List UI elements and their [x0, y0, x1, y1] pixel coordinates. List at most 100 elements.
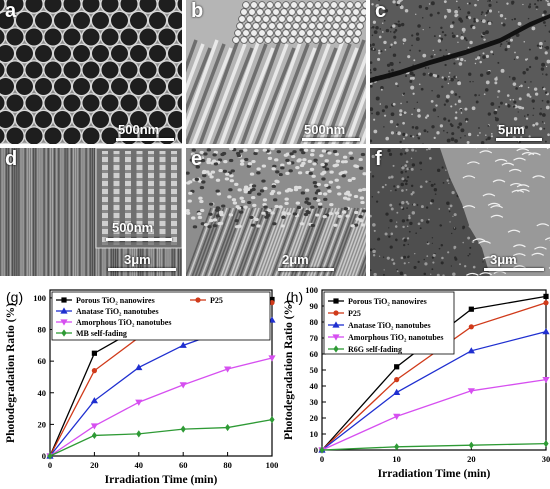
sem-image-f: f 3μm	[370, 148, 550, 276]
series-line-2	[321, 330, 547, 451]
legend-box	[323, 291, 455, 355]
data-point	[394, 443, 400, 451]
scalebar-a	[116, 138, 174, 141]
legend-entry: P25	[348, 309, 361, 318]
series-line-4	[49, 418, 273, 457]
x-axis-label: Irradiation Time (min)	[378, 468, 491, 480]
x-tick-label: 0	[320, 454, 324, 464]
chart-g-svg: (g) 0 20 40 60 80 100 0 20 40 60 80 100 Irradiation T…	[5, 289, 279, 486]
y-tick-label: 90	[310, 301, 319, 311]
data-point	[467, 347, 475, 354]
data-point	[91, 431, 97, 440]
chart-panel-label: (h)	[286, 289, 303, 305]
chart-h-svg: (h) 0 10 20 30 0 10 20 30 40 50 60 70 80 90 100 Irradiat…	[283, 285, 550, 480]
y-tick-label: 60	[310, 349, 319, 359]
scalebar-text-a: 500nm	[118, 122, 160, 137]
panel-label-a: a	[5, 0, 17, 22]
chart-panel-label: (g)	[6, 289, 23, 305]
x-tick-label: 40	[135, 460, 144, 470]
x-tick-label: 100	[266, 460, 279, 470]
scalebar-text-f: 3μm	[490, 252, 517, 267]
chart-h: (h) 0 10 20 30 0 10 20 30 40 50 60 70 80 90 100 Irradiat…	[280, 280, 550, 489]
data-point	[135, 363, 143, 371]
y-tick-label: 30	[310, 397, 319, 407]
sem-texture-e	[186, 148, 366, 276]
data-point	[393, 388, 401, 395]
data-point	[467, 388, 475, 395]
y-tick-label: 0	[42, 451, 46, 461]
y-tick-label: 80	[38, 325, 47, 335]
scalebar-f	[484, 268, 544, 271]
legend-entry: Anatase TiO₂ nanotubes	[76, 307, 159, 316]
y-tick-label: 100	[33, 293, 46, 303]
panel-label-b: b	[191, 0, 204, 22]
legend-marker	[60, 307, 68, 314]
sem-image-a: a 500nm	[0, 0, 182, 144]
scalebar-text-e: 2μm	[282, 252, 309, 267]
y-tick-label: 80	[310, 317, 319, 327]
y-tick-label: 40	[38, 388, 47, 398]
data-point	[91, 368, 97, 374]
data-point	[180, 425, 186, 433]
panel-label-c: c	[375, 0, 387, 22]
series-line-3	[49, 357, 273, 457]
data-point	[136, 430, 142, 438]
scalebar-text-c: 5μm	[498, 122, 525, 137]
data-point	[543, 293, 549, 299]
chart-g: (g) 0 20 40 60 80 100 0 20 40 60 80 100 Irradiation T…	[0, 280, 278, 489]
data-point	[90, 423, 98, 430]
scalebar-d	[108, 268, 176, 271]
x-tick-label: 0	[48, 460, 52, 470]
legend-entry: MB self-fading	[76, 329, 127, 338]
data-point	[269, 416, 275, 424]
y-tick-label: 20	[38, 419, 47, 429]
sem-image-b: b 500nm	[186, 0, 366, 144]
inset-scalebar-d	[106, 238, 172, 241]
data-point	[91, 350, 97, 356]
y-tick-label: 100	[305, 285, 318, 295]
data-point	[224, 366, 232, 373]
legend-marker	[195, 297, 201, 303]
y-tick-label: 20	[310, 413, 319, 423]
data-point	[394, 377, 400, 383]
data-point	[135, 399, 143, 406]
sem-image-e: e 2μm	[186, 148, 366, 276]
y-tick-label: 40	[310, 381, 319, 391]
data-point	[394, 364, 400, 370]
sem-texture-c	[370, 0, 550, 144]
x-axis-label: Irradiation Time (min)	[105, 474, 218, 486]
sem-texture-b	[186, 0, 366, 144]
legend-entry: Porous TiO₂ nanowires	[76, 296, 155, 305]
data-point	[225, 423, 231, 432]
scalebar-c	[496, 138, 542, 141]
legend-marker	[333, 310, 339, 316]
data-point	[542, 377, 550, 384]
data-point	[468, 324, 474, 330]
legend-entry: P25	[210, 296, 223, 305]
sem-image-c: c 5μm	[370, 0, 550, 144]
sem-texture-a	[0, 0, 182, 144]
legend-marker	[333, 345, 339, 353]
data-point	[393, 413, 401, 420]
data-point	[543, 300, 549, 306]
data-point	[269, 300, 275, 306]
scalebar-text-b: 500nm	[304, 122, 346, 137]
data-point	[269, 296, 275, 303]
data-point	[90, 397, 98, 404]
inset-scalebar-text-d: 500nm	[112, 220, 154, 235]
legend-marker	[333, 298, 339, 304]
legend-entry: Amorphous TiO₂ nanotubes	[348, 333, 443, 342]
legend-box	[51, 291, 271, 341]
data-point	[542, 328, 550, 335]
legend-entry: Porous TiO₂ nanowires	[348, 297, 427, 306]
series-line-2	[49, 319, 273, 457]
panel-label-d: d	[5, 148, 18, 170]
y-tick-label: 10	[310, 429, 319, 439]
sem-image-d: d 500nm 3μm	[0, 148, 182, 276]
legend-marker	[61, 329, 67, 337]
y-tick-label: 50	[310, 365, 319, 375]
legend-marker	[61, 297, 67, 303]
legend-entry: Anatase TiO₂ nanotubes	[348, 321, 431, 330]
scalebar-text-d: 3μm	[124, 252, 151, 267]
y-tick-label: 0	[314, 445, 318, 455]
